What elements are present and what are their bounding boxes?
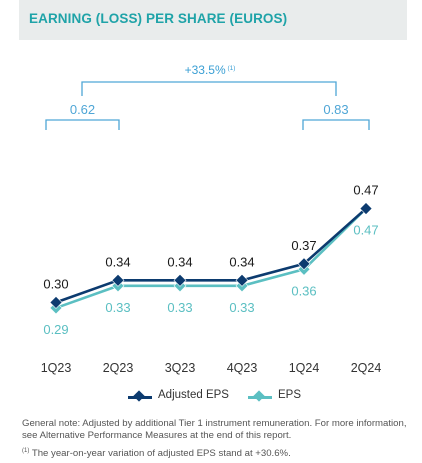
footnote-general: General note: Adjusted by additional Tie…: [22, 418, 407, 441]
bracket-variation: [81, 81, 337, 96]
legend: Adjusted EPS EPS: [0, 388, 422, 406]
bracket-sum-right: [302, 119, 370, 130]
footnotes: General note: Adjusted by additional Tie…: [22, 418, 407, 463]
bracket-sum-left: [45, 119, 120, 130]
data-label-eps-4q23: 0.33: [229, 300, 254, 315]
x-tick-label-1q23: 1Q23: [41, 361, 72, 375]
legend-marker-eps: [253, 390, 265, 402]
data-label-eps-2q24: 0.47: [353, 223, 378, 238]
legend-label-adjusted-eps: Adjusted EPS: [158, 389, 229, 401]
point-adjusted-eps-2q24: [359, 202, 373, 215]
data-label-adjusted-eps-1q23: 0.30: [43, 276, 68, 291]
legend-marker-adjusted-eps: [133, 390, 145, 402]
data-label-adjusted-eps-1q24: 0.37: [291, 238, 316, 253]
chart-title: EARNING (LOSS) PER SHARE (EUROS): [29, 11, 288, 26]
data-label-adjusted-eps-3q23: 0.34: [167, 254, 192, 269]
series-line-eps: [55, 207, 367, 310]
data-label-eps-2q23: 0.33: [105, 300, 130, 315]
data-label-adjusted-eps-2q23: 0.34: [105, 254, 130, 269]
variation-label: +33.5% (1): [185, 63, 236, 77]
variation-value: +33.5%: [185, 63, 226, 77]
x-tick-label-2q24: 2Q24: [351, 361, 382, 375]
sum-right-label: 0.83: [323, 102, 348, 117]
data-label-eps-1q23: 0.29: [43, 322, 68, 337]
data-label-adjusted-eps-2q24: 0.47: [353, 183, 378, 198]
variation-note-ref: (1): [226, 65, 236, 72]
x-tick-label-2q23: 2Q23: [103, 361, 134, 375]
x-tick-label-4q23: 4Q23: [227, 361, 258, 375]
x-tick-label-1q24: 1Q24: [289, 361, 320, 375]
data-label-eps-3q23: 0.33: [167, 300, 192, 315]
point-adjusted-eps-1q23: [49, 295, 63, 309]
sum-left-label: 0.62: [70, 102, 95, 117]
footnote-1-ref: (1): [22, 448, 30, 454]
point-adjusted-eps-1q24: [297, 257, 311, 271]
footnote-1-text: The year-on-year variation of adjusted E…: [29, 448, 291, 460]
title-bar: EARNING (LOSS) PER SHARE (EUROS): [19, 0, 407, 40]
point-adjusted-eps-3q23: [173, 273, 187, 287]
data-label-adjusted-eps-4q23: 0.34: [229, 254, 254, 269]
legend-label-eps: EPS: [278, 389, 302, 401]
x-tick-label-3q23: 3Q23: [165, 361, 196, 375]
footnote-1: (1) The year-on-year variation of adjust…: [22, 445, 407, 460]
series-line-adjusted-eps: [55, 207, 367, 304]
point-adjusted-eps-4q23: [235, 273, 249, 287]
point-adjusted-eps-2q23: [111, 273, 125, 287]
data-label-eps-1q24: 0.36: [291, 283, 316, 298]
